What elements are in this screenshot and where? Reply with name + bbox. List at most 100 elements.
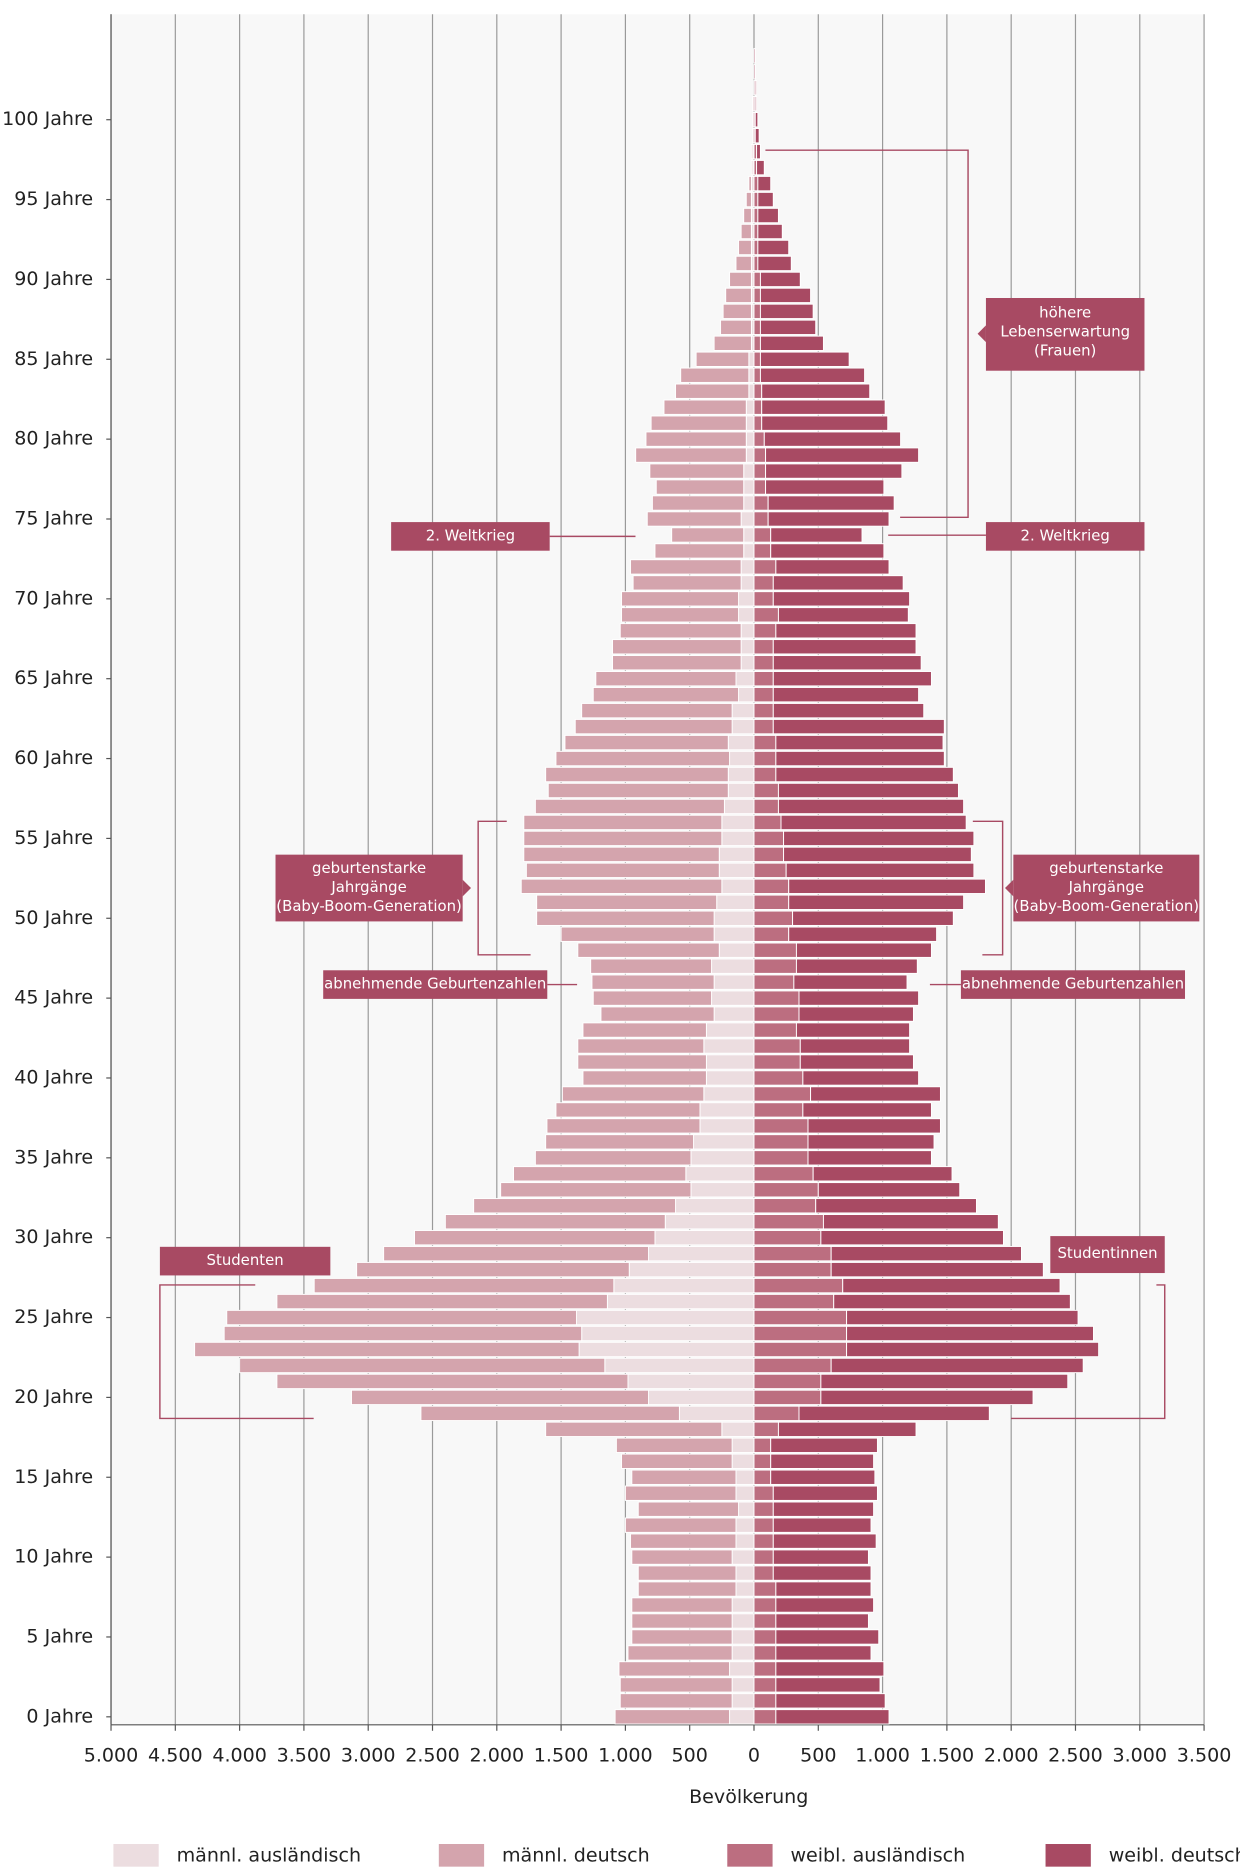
bar <box>753 1597 777 1613</box>
bar <box>753 830 785 847</box>
bar <box>738 687 755 703</box>
annotation-text: geburtenstarke <box>1049 859 1163 877</box>
bar <box>775 623 917 639</box>
bar <box>560 926 715 942</box>
annotation-bracket <box>159 1284 314 1420</box>
bar <box>753 191 759 208</box>
bar <box>645 431 747 447</box>
bar <box>748 367 755 383</box>
bar <box>753 415 763 431</box>
bar <box>685 1166 755 1182</box>
bar <box>705 1070 755 1086</box>
bar <box>753 591 774 607</box>
bar <box>759 271 801 288</box>
bar <box>775 1581 872 1597</box>
legend-swatch <box>727 1844 773 1867</box>
bar <box>743 479 755 495</box>
bar <box>775 1613 869 1629</box>
bar <box>753 894 790 910</box>
bar <box>648 1389 755 1406</box>
annotation-text: (Baby-Boom-Generation) <box>276 897 462 915</box>
bar <box>772 1549 869 1565</box>
bar <box>812 1166 953 1182</box>
annotation-pointer <box>977 325 986 343</box>
bar <box>798 1405 990 1422</box>
bar <box>753 1134 809 1150</box>
bar <box>753 527 772 543</box>
bar <box>846 1325 1094 1342</box>
bar <box>651 495 745 511</box>
bar <box>745 399 755 415</box>
bar <box>735 1485 755 1501</box>
bar <box>663 399 747 415</box>
bar <box>753 1661 777 1677</box>
bar <box>313 1277 615 1294</box>
legend-label: männl. deutsch <box>502 1844 650 1866</box>
annotation-text: 2. Weltkrieg <box>426 526 515 544</box>
bar <box>753 1214 824 1230</box>
bar <box>753 495 769 511</box>
bar <box>753 846 785 863</box>
bar <box>753 543 772 559</box>
bar <box>713 926 755 942</box>
bar <box>731 702 755 719</box>
bar <box>680 367 750 383</box>
x-tick-label: 2.000 <box>470 1744 525 1766</box>
bar <box>753 1070 804 1086</box>
bar <box>753 1086 812 1102</box>
bar <box>753 1501 774 1517</box>
bar <box>226 1309 578 1326</box>
bar <box>630 559 742 575</box>
bar <box>753 1405 800 1422</box>
bar <box>753 1341 848 1358</box>
bar <box>783 846 972 863</box>
annotation-box <box>1013 854 1200 922</box>
bar <box>536 894 718 910</box>
bar <box>729 271 752 288</box>
bar <box>775 1709 890 1725</box>
bar <box>420 1405 680 1422</box>
bar <box>795 958 918 974</box>
bar <box>750 159 754 176</box>
bar <box>753 175 759 192</box>
annotation-text: 2. Weltkrieg <box>1021 526 1110 544</box>
bar <box>731 1629 755 1645</box>
bar <box>740 559 755 575</box>
bar <box>582 1070 707 1086</box>
bar <box>753 559 777 575</box>
x-tick-label: 3.500 <box>1177 1744 1232 1766</box>
bar <box>753 447 767 463</box>
bar <box>547 782 729 799</box>
bar <box>767 495 895 511</box>
bar <box>577 942 720 958</box>
bar <box>591 974 715 990</box>
bar <box>802 1070 920 1086</box>
bar <box>753 1022 797 1038</box>
bar <box>613 1277 755 1294</box>
bar <box>753 575 774 591</box>
bar <box>753 1150 809 1166</box>
bar <box>731 1645 755 1661</box>
bar <box>753 1038 801 1054</box>
bar <box>770 1453 875 1469</box>
bar <box>655 479 745 495</box>
bar <box>631 1597 733 1613</box>
bar <box>718 862 755 879</box>
bar <box>753 639 774 655</box>
bar <box>735 671 755 687</box>
bar <box>621 607 740 623</box>
bar <box>753 335 761 351</box>
annotation-bracket <box>477 820 531 956</box>
bar <box>772 655 922 671</box>
bar <box>750 143 754 160</box>
bar <box>792 910 954 926</box>
bar <box>759 351 850 367</box>
x-tick-label: 500 <box>672 1744 708 1766</box>
bar <box>753 862 787 879</box>
bar <box>753 479 767 495</box>
bar <box>690 1182 755 1198</box>
bar <box>753 1182 819 1198</box>
bar <box>795 942 932 958</box>
bar <box>693 1134 755 1150</box>
annotation-box <box>960 970 1186 999</box>
